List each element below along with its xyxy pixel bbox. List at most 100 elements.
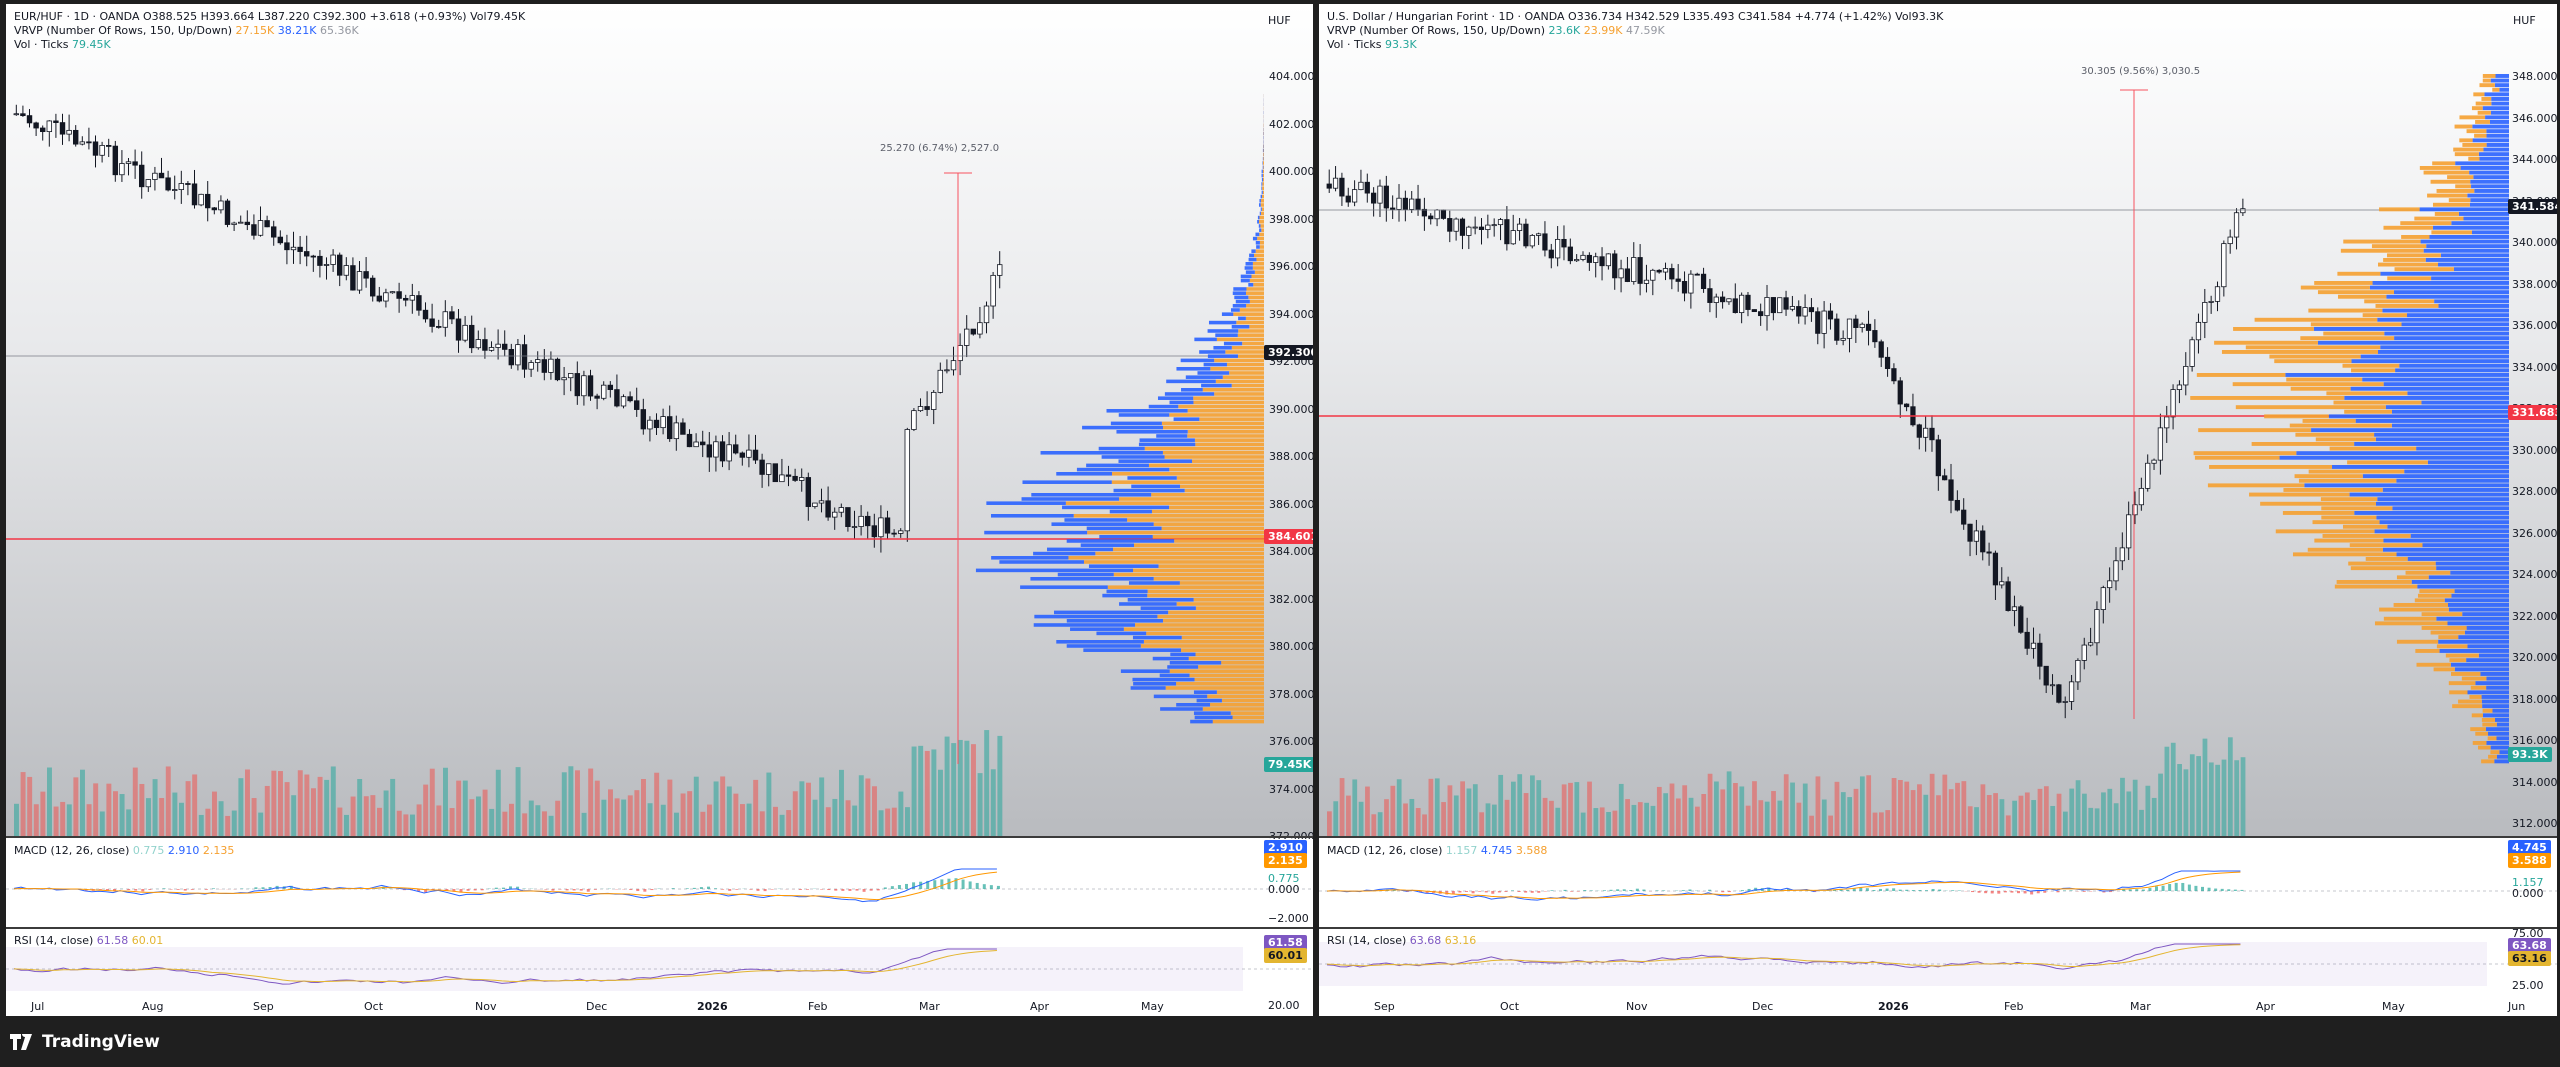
macd-legend[interactable]: MACD (12, 26, close) 0.775 2.910 2.135 bbox=[14, 844, 234, 858]
candle bbox=[521, 344, 528, 370]
price-tick: 348.000 bbox=[2512, 70, 2557, 83]
price-panel[interactable] bbox=[1319, 4, 2557, 836]
candle bbox=[2113, 560, 2119, 582]
candle bbox=[1599, 256, 1605, 267]
macd-hist-bar bbox=[480, 889, 484, 891]
vrvp-row-b bbox=[2466, 129, 2487, 134]
volume-bar bbox=[337, 807, 343, 836]
candle bbox=[997, 264, 1003, 276]
price-tick: 330.000 bbox=[2512, 443, 2557, 457]
symbol-title[interactable]: U.S. Dollar / Hungarian Forint · 1D · OA… bbox=[1327, 10, 1565, 23]
vrvp-row-a bbox=[2485, 115, 2509, 120]
vrvp-row-a bbox=[1263, 157, 1264, 161]
vrvp-row-a bbox=[2350, 386, 2509, 391]
candle bbox=[1872, 330, 1878, 343]
macd-hist-bar bbox=[961, 879, 965, 889]
volume-bar bbox=[1422, 814, 1427, 836]
macd-hist-bar bbox=[558, 889, 562, 890]
macd-hist-bar bbox=[494, 887, 498, 889]
volume-bar bbox=[1917, 784, 1922, 836]
volume-bar bbox=[1358, 801, 1364, 836]
vrvp-row-a bbox=[1162, 619, 1264, 623]
vrvp-legend[interactable]: VRVP (Number Of Rows, 150, Up/Down) 23.6… bbox=[1327, 24, 1665, 38]
chart-pane-usdhuf[interactable]: U.S. Dollar / Hungarian Forint · 1D · OA… bbox=[1319, 4, 2557, 1016]
macd-panel[interactable]: MACD (12, 26, close) 1.157 4.745 3.588 4… bbox=[1319, 839, 2557, 927]
candle bbox=[1827, 310, 1834, 320]
signal-line bbox=[13, 871, 997, 901]
macd-hist-bar bbox=[1497, 891, 1501, 893]
macd-hist-bar bbox=[2240, 889, 2244, 891]
volume-bar bbox=[344, 814, 349, 836]
price-chart-canvas[interactable] bbox=[6, 4, 1313, 836]
volume-bar bbox=[2101, 792, 2106, 836]
volume-bar bbox=[977, 773, 983, 836]
candle bbox=[554, 358, 561, 381]
volume-bar bbox=[1637, 802, 1643, 836]
macd-hist-bar bbox=[2155, 886, 2158, 891]
macd-hist-bar bbox=[1511, 890, 1514, 891]
macd-hist-bar bbox=[1931, 888, 1935, 891]
volume-legend[interactable]: Vol · Ticks 79.45K bbox=[14, 38, 111, 52]
candle bbox=[594, 395, 600, 399]
candle bbox=[211, 207, 218, 211]
macd-panel[interactable]: MACD (12, 26, close) 0.775 2.910 2.135 2… bbox=[6, 839, 1313, 927]
volume-bar bbox=[964, 740, 970, 836]
vrvp-row-a bbox=[1256, 257, 1264, 262]
macd-hist-bar bbox=[1445, 891, 1449, 895]
vrvp-row-a bbox=[2486, 676, 2509, 681]
candle bbox=[455, 318, 462, 341]
currency-unit[interactable]: HUF bbox=[1268, 14, 1291, 27]
currency-unit[interactable]: HUF bbox=[2513, 14, 2536, 27]
volume-bar bbox=[185, 781, 191, 836]
rsi-panel[interactable]: RSI (14, close) 61.58 60.01 61.58 60.01 … bbox=[6, 929, 1313, 1014]
candle bbox=[792, 475, 798, 481]
price-panel[interactable] bbox=[6, 4, 1313, 836]
vrvp-row-b bbox=[2431, 230, 2472, 235]
volume-label: Vol · Ticks bbox=[14, 38, 69, 51]
vrvp-row-a bbox=[1262, 173, 1264, 178]
macd-hist-bar bbox=[841, 889, 845, 891]
symbol-title[interactable]: EUR/HUF · 1D · OANDA bbox=[14, 10, 140, 23]
vrvp-row-b bbox=[1086, 526, 1162, 531]
vrvp-row-b bbox=[2387, 253, 2441, 258]
vrvp-row-b bbox=[2482, 74, 2496, 78]
vrvp-row-a bbox=[2354, 511, 2509, 515]
vrvp-value-total: 47.59K bbox=[1625, 24, 1665, 37]
vrvp-row-b bbox=[2302, 419, 2356, 423]
volume-legend[interactable]: Vol · Ticks 93.3K bbox=[1327, 38, 1417, 52]
macd-hist-bar bbox=[1563, 889, 1567, 891]
volume-bar bbox=[509, 803, 514, 836]
volume-bar bbox=[581, 812, 587, 836]
volume-bar bbox=[2075, 780, 2081, 836]
rsi-legend[interactable]: RSI (14, close) 61.58 60.01 bbox=[14, 934, 163, 948]
macd-hist-bar bbox=[2043, 891, 2047, 893]
rsi-legend[interactable]: RSI (14, close) 63.68 63.16 bbox=[1327, 934, 1476, 948]
chart-pane-eurhuf[interactable]: EUR/HUF · 1D · OANDA O388.525 H393.664 L… bbox=[6, 4, 1313, 1016]
candle bbox=[845, 507, 851, 527]
candle bbox=[1700, 273, 1707, 290]
tradingview-logo[interactable]: TradingView bbox=[10, 1030, 160, 1054]
macd-hist-bar bbox=[1898, 889, 1902, 891]
candle bbox=[911, 410, 917, 430]
candle bbox=[832, 511, 838, 518]
volume-bar bbox=[654, 772, 660, 836]
vrvp-row-b bbox=[1022, 480, 1112, 484]
rsi-panel[interactable]: RSI (14, close) 63.68 63.16 75.00 63.68 … bbox=[1319, 927, 2557, 1014]
candle bbox=[1409, 198, 1415, 210]
volume-bar bbox=[1599, 807, 1605, 836]
symbol-legend[interactable]: U.S. Dollar / Hungarian Forint · 1D · OA… bbox=[1327, 10, 1943, 24]
vrvp-legend[interactable]: VRVP (Number Of Rows, 150, Up/Down) 27.1… bbox=[14, 24, 359, 38]
volume-bar bbox=[1726, 771, 1732, 836]
vrvp-row-b bbox=[1139, 438, 1195, 442]
macd-legend[interactable]: MACD (12, 26, close) 1.157 4.745 3.588 bbox=[1327, 844, 1547, 858]
vrvp-row-a bbox=[2462, 612, 2509, 617]
price-chart-canvas[interactable] bbox=[1319, 4, 2557, 836]
volume-bar bbox=[687, 791, 693, 836]
symbol-legend[interactable]: EUR/HUF · 1D · OANDA O388.525 H393.664 L… bbox=[14, 10, 525, 24]
vrvp-row-a bbox=[2474, 189, 2509, 193]
macd-canvas bbox=[1319, 870, 2557, 901]
vrvp-row-b bbox=[1238, 316, 1246, 321]
candle bbox=[1567, 246, 1573, 262]
vrvp-row-a bbox=[1261, 228, 1264, 232]
candle bbox=[363, 271, 369, 279]
